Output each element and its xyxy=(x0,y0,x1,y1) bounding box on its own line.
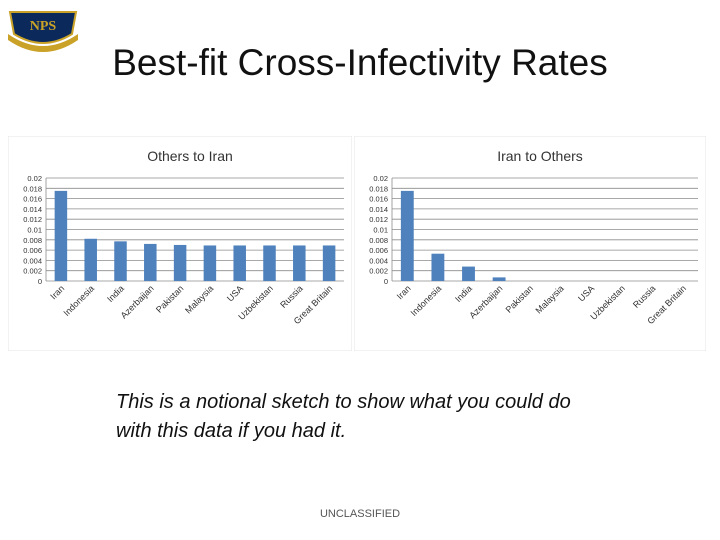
chart-title: Others to Iran xyxy=(147,148,233,164)
y-tick-label: 0.014 xyxy=(369,205,388,214)
y-tick-label: 0.02 xyxy=(27,174,42,183)
y-tick-label: 0.008 xyxy=(369,236,388,245)
y-tick-label: 0.004 xyxy=(23,256,42,265)
bar-malaysia xyxy=(203,245,217,281)
y-tick-label: 0.018 xyxy=(369,184,388,193)
y-tick-label: 0.006 xyxy=(369,246,388,255)
bar-azerbaijan xyxy=(144,243,157,281)
bar-indonesia xyxy=(431,253,445,281)
caption-line-1: This is a notional sketch to show what y… xyxy=(116,391,571,413)
caption-line-2: with this data if you had it. xyxy=(116,420,347,442)
y-tick-label: 0.006 xyxy=(23,246,42,255)
y-tick-label: 0.01 xyxy=(373,226,388,235)
chart-iran-to-others: Iran to Others 0 0.002 0.004 0.006 0.008 0.01 0… xyxy=(354,136,706,351)
logo-text: NPS xyxy=(30,19,57,34)
y-tick-label: 0.016 xyxy=(23,195,42,204)
chart-title: Iran to Others xyxy=(497,148,583,164)
bar-russia xyxy=(293,245,306,281)
bar-azerbaijan xyxy=(492,277,506,281)
bar-india xyxy=(114,241,127,281)
y-tick-label: 0.014 xyxy=(23,205,42,214)
chart-others-to-iran: Others to Iran 0 0.002 0.004 0.006 0.008 0.01 0… xyxy=(8,136,352,351)
y-tick-label: 0.01 xyxy=(27,226,42,235)
bar-usa xyxy=(233,245,246,281)
nps-logo: NPS xyxy=(8,11,78,52)
classification-footer: UNCLASSIFIED xyxy=(319,508,401,520)
y-tick-label: 0.004 xyxy=(369,256,388,265)
bar-uzbekistan xyxy=(263,245,276,281)
bar-iran xyxy=(54,190,68,281)
y-tick-label: 0 xyxy=(384,277,388,286)
bar-iran xyxy=(400,190,414,281)
slide-title: Best-fit Cross-Infectivity Rates xyxy=(112,42,608,83)
caption: This is a notional sketch to show what y… xyxy=(116,388,656,446)
bar-india xyxy=(462,266,475,281)
bar-great-britain xyxy=(322,245,336,281)
y-tick-label: 0.02 xyxy=(373,174,388,183)
y-tick-label: 0.016 xyxy=(369,195,388,204)
y-tick-label: 0.012 xyxy=(23,215,42,224)
bar-indonesia xyxy=(84,238,97,281)
y-tick-label: 0.012 xyxy=(369,215,388,224)
y-tick-label: 0.018 xyxy=(23,184,42,193)
y-tick-label: 0.008 xyxy=(23,236,42,245)
bar-pakistan xyxy=(173,244,187,281)
y-tick-label: 0.002 xyxy=(369,267,388,276)
y-tick-label: 0.002 xyxy=(23,267,42,276)
y-tick-label: 0 xyxy=(38,277,42,286)
